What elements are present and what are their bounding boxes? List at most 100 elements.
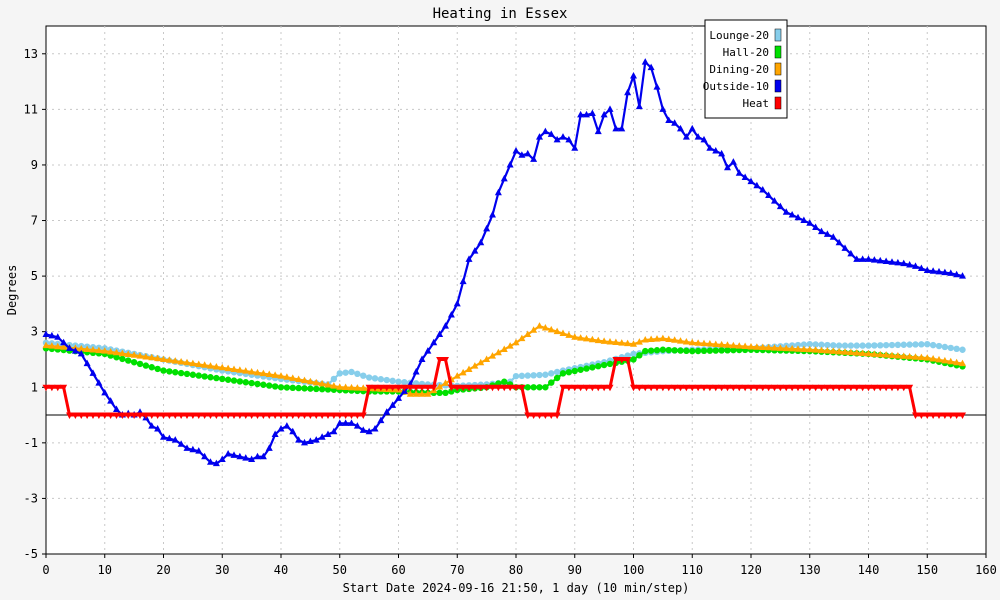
series-outside-10-point <box>342 419 350 426</box>
series-outside-10-point <box>806 219 814 226</box>
series-dining-20-point <box>923 354 931 361</box>
series-dining-20-point <box>118 349 126 357</box>
series-heat-point <box>812 384 820 392</box>
series-hall-20-point <box>653 347 661 354</box>
series-hall-20-point <box>130 359 138 366</box>
series-lounge-20-point <box>383 376 390 384</box>
series-outside-10-point <box>776 202 784 210</box>
series-heat-point <box>706 384 714 392</box>
legend: Lounge-20 Hall-20 Dining-20 Outside-10 Heat <box>703 19 788 119</box>
series-outside-10-point <box>524 149 532 157</box>
series-outside-10-point <box>195 447 203 454</box>
y-tick-label: 1 <box>31 380 38 394</box>
series-heat-point <box>941 412 949 420</box>
series-heat-point <box>330 412 338 420</box>
y-tick-label: 7 <box>31 214 38 228</box>
series-outside-10-point <box>894 258 902 266</box>
series-heat-point <box>42 384 50 392</box>
series-dining-20-point <box>518 334 526 342</box>
chart-title: Heating in Essex <box>433 6 568 22</box>
legend-label: Lounge-20 <box>709 29 769 42</box>
x-tick-label: 0 <box>42 563 49 577</box>
series-heat-point <box>436 356 444 364</box>
series-outside-10-point <box>489 210 496 218</box>
series-heat-point <box>835 384 843 392</box>
series-outside-10-point <box>912 262 919 269</box>
series-dining-20-point <box>547 325 555 333</box>
axis-ticks: 0 10 20 30 40 50 60 70 80 90 100 110 120 130 140 150 160… <box>24 47 997 577</box>
series-hall-20-point <box>160 367 167 374</box>
series-heat-point <box>195 412 203 420</box>
series-outside-10-point <box>330 427 338 435</box>
series-dining-20-point <box>295 375 303 382</box>
series-heat-point <box>829 384 837 392</box>
series-heat-point <box>242 412 250 420</box>
series-dining-20-point <box>201 361 209 368</box>
series-outside-10-point <box>418 355 426 362</box>
series-hall-20-point <box>436 389 443 397</box>
series-outside-10-point <box>612 124 620 132</box>
series-heat-point <box>665 384 673 392</box>
series-dining-20-point <box>301 376 308 384</box>
series-outside-10-point <box>859 255 867 262</box>
series-heat-point <box>553 412 561 420</box>
series-heat-point <box>218 412 226 420</box>
series-outside-10-point <box>306 437 314 444</box>
series-heat-point <box>471 384 479 392</box>
series-dining-20-point <box>759 343 767 351</box>
series-heat-point <box>694 384 702 392</box>
series-outside-10-point <box>271 430 279 438</box>
series-outside-10-point <box>577 110 585 118</box>
series-hall-20-point <box>600 361 608 369</box>
series-hall-20-point <box>689 347 696 355</box>
series-hall-20-point <box>501 378 508 385</box>
series-dining-20-point <box>559 329 567 337</box>
series-outside-10-point <box>224 449 232 457</box>
series-outside-10-point <box>42 330 50 337</box>
series-outside-10 <box>42 58 966 467</box>
series-outside-10-point <box>541 127 549 135</box>
series-dining-20-point <box>694 339 702 346</box>
series-hall-20-point <box>283 384 291 391</box>
series-heat-point <box>465 384 473 392</box>
series-dining-20-point <box>353 384 361 391</box>
series-heat-point <box>207 412 214 420</box>
series-outside-10-point <box>412 367 420 375</box>
series-lounge-20-point <box>524 372 531 379</box>
series-outside-10-point <box>395 394 402 401</box>
series-dining-20-point <box>818 346 825 354</box>
series-outside-10-point <box>359 426 367 433</box>
series-dining-20-point <box>60 343 68 350</box>
series-outside-10-point <box>583 110 590 118</box>
series-dining-20-point <box>342 383 350 391</box>
series-outside-10-point <box>212 459 220 467</box>
series-heat-point <box>647 384 655 392</box>
series-dining-20-point <box>665 335 673 342</box>
series-heat-point <box>395 384 402 392</box>
series-outside-10-point <box>841 244 849 251</box>
series-heat-point <box>753 384 761 392</box>
series-outside-10-point <box>559 133 567 140</box>
series-heat-point <box>876 384 884 392</box>
series-hall-20-point <box>577 366 584 373</box>
series-outside-10-point <box>847 249 855 257</box>
series-outside-10-point <box>718 149 726 157</box>
series-hall-20-point <box>177 369 185 377</box>
series-dining-20-point <box>677 337 684 344</box>
series-hall-20-point <box>189 371 197 378</box>
x-tick-label: 10 <box>98 563 112 577</box>
series-heat-point <box>953 412 961 420</box>
series-heat-point <box>788 384 796 392</box>
series-outside-10-point <box>835 238 843 246</box>
series-outside-10-point <box>694 133 702 140</box>
series-hall-20-point <box>665 346 672 354</box>
series-dining-20-point <box>177 357 185 365</box>
series-hall-20-point <box>183 370 191 378</box>
legend-label: Heat <box>743 97 770 110</box>
series-dining-20-point <box>494 348 502 356</box>
series-heat-point <box>113 412 120 420</box>
series-dining-20-point <box>782 344 790 352</box>
series-outside-10-point <box>659 105 667 112</box>
series-dining-20-point <box>894 352 902 359</box>
